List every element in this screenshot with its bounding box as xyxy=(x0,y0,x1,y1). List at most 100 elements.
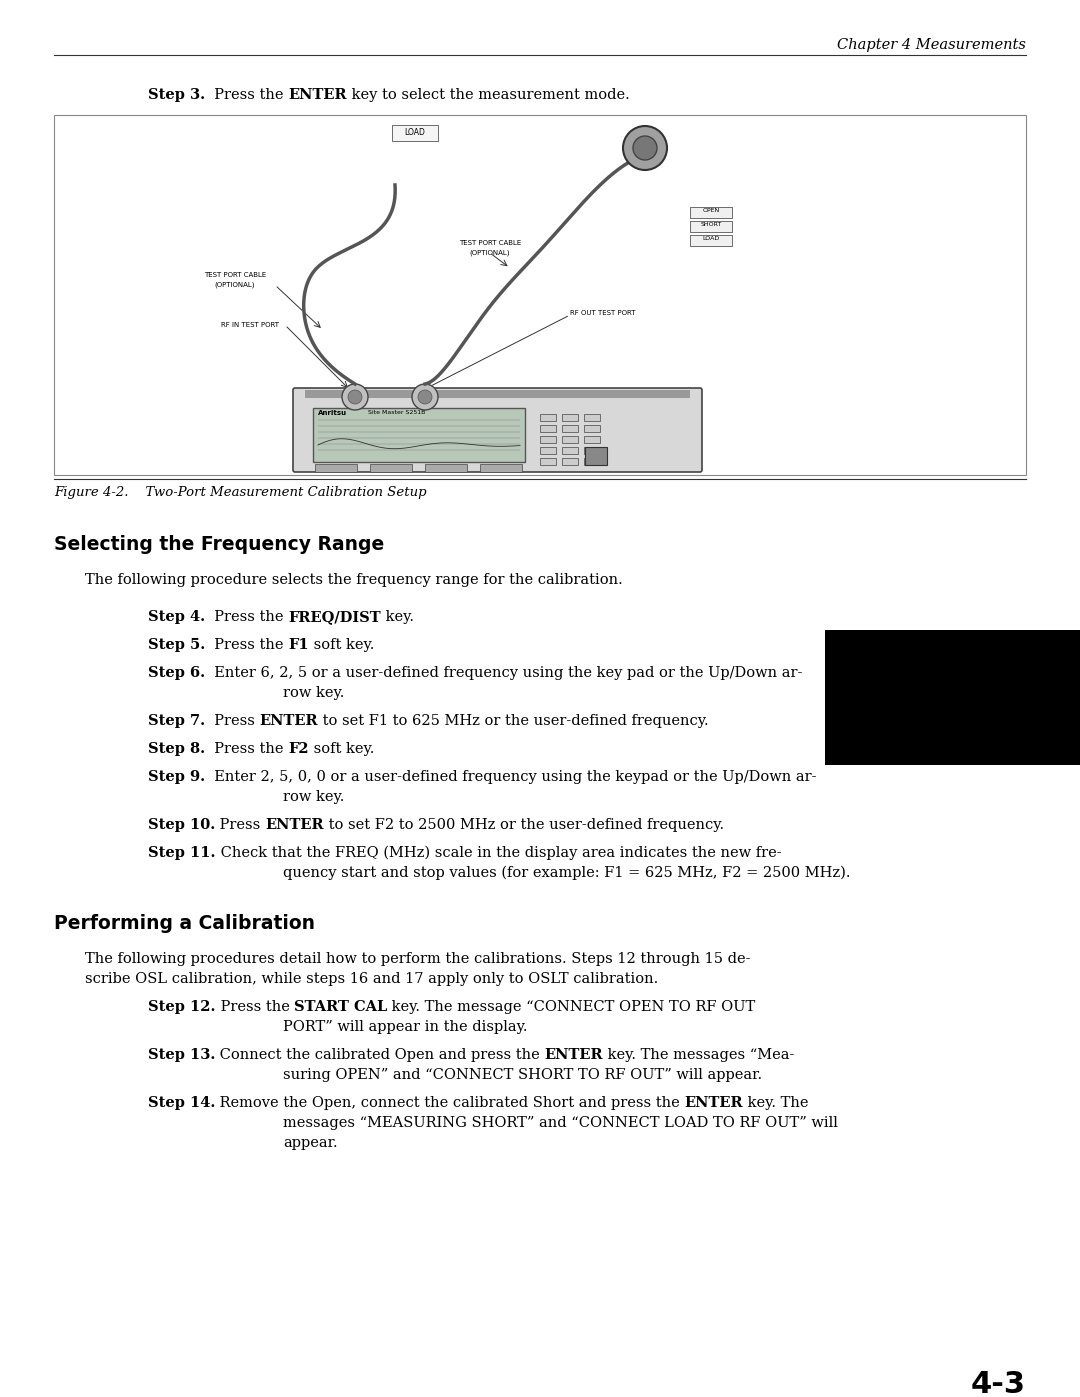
Text: Step 9.: Step 9. xyxy=(148,770,205,784)
Text: Anritsu: Anritsu xyxy=(318,409,347,416)
Text: scribe OSL calibration, while steps 16 and 17 apply only to OSLT calibration.: scribe OSL calibration, while steps 16 a… xyxy=(85,972,658,986)
Text: 4-3: 4-3 xyxy=(971,1370,1026,1397)
Text: Step 6.: Step 6. xyxy=(148,666,205,680)
Text: ENTER: ENTER xyxy=(685,1097,743,1111)
Circle shape xyxy=(348,390,362,404)
Text: F2: F2 xyxy=(288,742,309,756)
Text: suring OPEN” and “CONNECT SHORT TO RF OUT” will appear.: suring OPEN” and “CONNECT SHORT TO RF OU… xyxy=(283,1067,762,1083)
Bar xyxy=(54,115,1026,475)
Text: row key.: row key. xyxy=(283,686,345,700)
Text: Enter 6, 2, 5 or a user-defined frequency using the key pad or the Up/Down ar-: Enter 6, 2, 5 or a user-defined frequenc… xyxy=(205,666,802,680)
Text: Connect the calibrated Open and press the: Connect the calibrated Open and press th… xyxy=(215,1048,544,1062)
Text: soft key.: soft key. xyxy=(309,742,375,756)
Bar xyxy=(562,447,578,454)
Text: ENTER: ENTER xyxy=(265,819,324,833)
Bar xyxy=(315,464,357,472)
Circle shape xyxy=(623,126,667,170)
Text: key. The message “CONNECT OPEN TO RF OUT: key. The message “CONNECT OPEN TO RF OUT xyxy=(388,1000,756,1014)
Text: ENTER: ENTER xyxy=(288,88,347,102)
Text: key. The: key. The xyxy=(743,1097,809,1111)
Bar xyxy=(370,464,411,472)
Text: Figure 4-2.    Two-Port Measurement Calibration Setup: Figure 4-2. Two-Port Measurement Calibra… xyxy=(54,486,427,499)
Text: Step 14.: Step 14. xyxy=(148,1097,215,1111)
Text: Press the: Press the xyxy=(205,88,288,102)
Text: The following procedures detail how to perform the calibrations. Steps 12 throug: The following procedures detail how to p… xyxy=(85,951,751,965)
Text: row key.: row key. xyxy=(283,789,345,805)
Circle shape xyxy=(633,136,657,161)
Text: Step 4.: Step 4. xyxy=(148,610,205,624)
Bar xyxy=(540,425,556,432)
Text: The following procedure selects the frequency range for the calibration.: The following procedure selects the freq… xyxy=(85,573,623,587)
Text: Site Master S251B: Site Master S251B xyxy=(368,409,426,415)
Bar xyxy=(540,447,556,454)
Text: TEST PORT CABLE: TEST PORT CABLE xyxy=(204,272,266,278)
Text: RF OUT TEST PORT: RF OUT TEST PORT xyxy=(570,310,635,316)
Bar xyxy=(426,464,467,472)
Text: ENTER: ENTER xyxy=(544,1048,604,1062)
Text: quency start and stop values (for example: F1 = 625 MHz, F2 = 2500 MHz).: quency start and stop values (for exampl… xyxy=(283,866,851,880)
Bar xyxy=(540,458,556,465)
Bar xyxy=(313,408,525,462)
Bar xyxy=(584,458,600,465)
Text: Step 5.: Step 5. xyxy=(148,638,205,652)
Text: Enter 2, 5, 0, 0 or a user-defined frequency using the keypad or the Up/Down ar-: Enter 2, 5, 0, 0 or a user-defined frequ… xyxy=(205,770,816,784)
Text: SHORT: SHORT xyxy=(700,222,721,226)
Bar xyxy=(825,630,1080,766)
Text: Check that the FREQ (MHz) scale in the display area indicates the new fre-: Check that the FREQ (MHz) scale in the d… xyxy=(216,847,781,861)
Text: PORT” will appear in the display.: PORT” will appear in the display. xyxy=(283,1020,527,1034)
Bar xyxy=(540,436,556,443)
Bar xyxy=(562,436,578,443)
Bar xyxy=(562,414,578,420)
Bar xyxy=(690,221,732,232)
Circle shape xyxy=(418,390,432,404)
Bar xyxy=(690,207,732,218)
Text: Performing a Calibration: Performing a Calibration xyxy=(54,914,315,933)
Text: Step 13.: Step 13. xyxy=(148,1048,215,1062)
Text: key. The messages “Mea-: key. The messages “Mea- xyxy=(604,1048,795,1062)
FancyBboxPatch shape xyxy=(293,388,702,472)
Text: appear.: appear. xyxy=(283,1136,338,1150)
Text: key.: key. xyxy=(381,610,414,624)
Text: key to select the measurement mode.: key to select the measurement mode. xyxy=(347,88,630,102)
Text: to set F1 to 625 MHz or the user-defined frequency.: to set F1 to 625 MHz or the user-defined… xyxy=(319,714,708,728)
Bar xyxy=(585,447,607,465)
Bar xyxy=(305,390,690,398)
Text: F1: F1 xyxy=(288,638,309,652)
Text: TEST PORT CABLE: TEST PORT CABLE xyxy=(459,240,522,246)
Text: LOAD: LOAD xyxy=(702,236,719,242)
Bar xyxy=(584,425,600,432)
Text: Step 11.: Step 11. xyxy=(148,847,216,861)
Text: Press the: Press the xyxy=(205,638,288,652)
Text: START CAL: START CAL xyxy=(294,1000,388,1014)
Circle shape xyxy=(411,384,438,409)
Text: Press the: Press the xyxy=(205,742,288,756)
FancyBboxPatch shape xyxy=(392,124,438,141)
Bar xyxy=(480,464,522,472)
Text: OPEN: OPEN xyxy=(702,208,719,212)
Bar xyxy=(584,447,600,454)
Bar xyxy=(690,235,732,246)
Text: (OPTIONAL): (OPTIONAL) xyxy=(470,250,510,257)
Text: FREQ/DIST: FREQ/DIST xyxy=(288,610,381,624)
Text: messages “MEASURING SHORT” and “CONNECT LOAD TO RF OUT” will: messages “MEASURING SHORT” and “CONNECT … xyxy=(283,1116,838,1130)
Text: Press the: Press the xyxy=(205,610,288,624)
Text: soft key.: soft key. xyxy=(309,638,375,652)
Text: Press the: Press the xyxy=(216,1000,294,1014)
Text: RF IN TEST PORT: RF IN TEST PORT xyxy=(221,321,279,328)
Circle shape xyxy=(342,384,368,409)
Text: Step 10.: Step 10. xyxy=(148,819,215,833)
Text: Step 3.: Step 3. xyxy=(148,88,205,102)
Text: Chapter 4 Measurements: Chapter 4 Measurements xyxy=(837,38,1026,52)
Text: Press: Press xyxy=(215,819,265,833)
Bar xyxy=(540,414,556,420)
Text: Step 7.: Step 7. xyxy=(148,714,205,728)
Text: Press: Press xyxy=(205,714,259,728)
Text: (OPTIONAL): (OPTIONAL) xyxy=(215,282,255,289)
Bar xyxy=(584,436,600,443)
Text: Remove the Open, connect the calibrated Short and press the: Remove the Open, connect the calibrated … xyxy=(215,1097,685,1111)
Text: to set F2 to 2500 MHz or the user-defined frequency.: to set F2 to 2500 MHz or the user-define… xyxy=(324,819,724,833)
Text: ENTER: ENTER xyxy=(259,714,319,728)
Text: LOAD: LOAD xyxy=(405,129,426,137)
Bar xyxy=(562,425,578,432)
Bar xyxy=(562,458,578,465)
